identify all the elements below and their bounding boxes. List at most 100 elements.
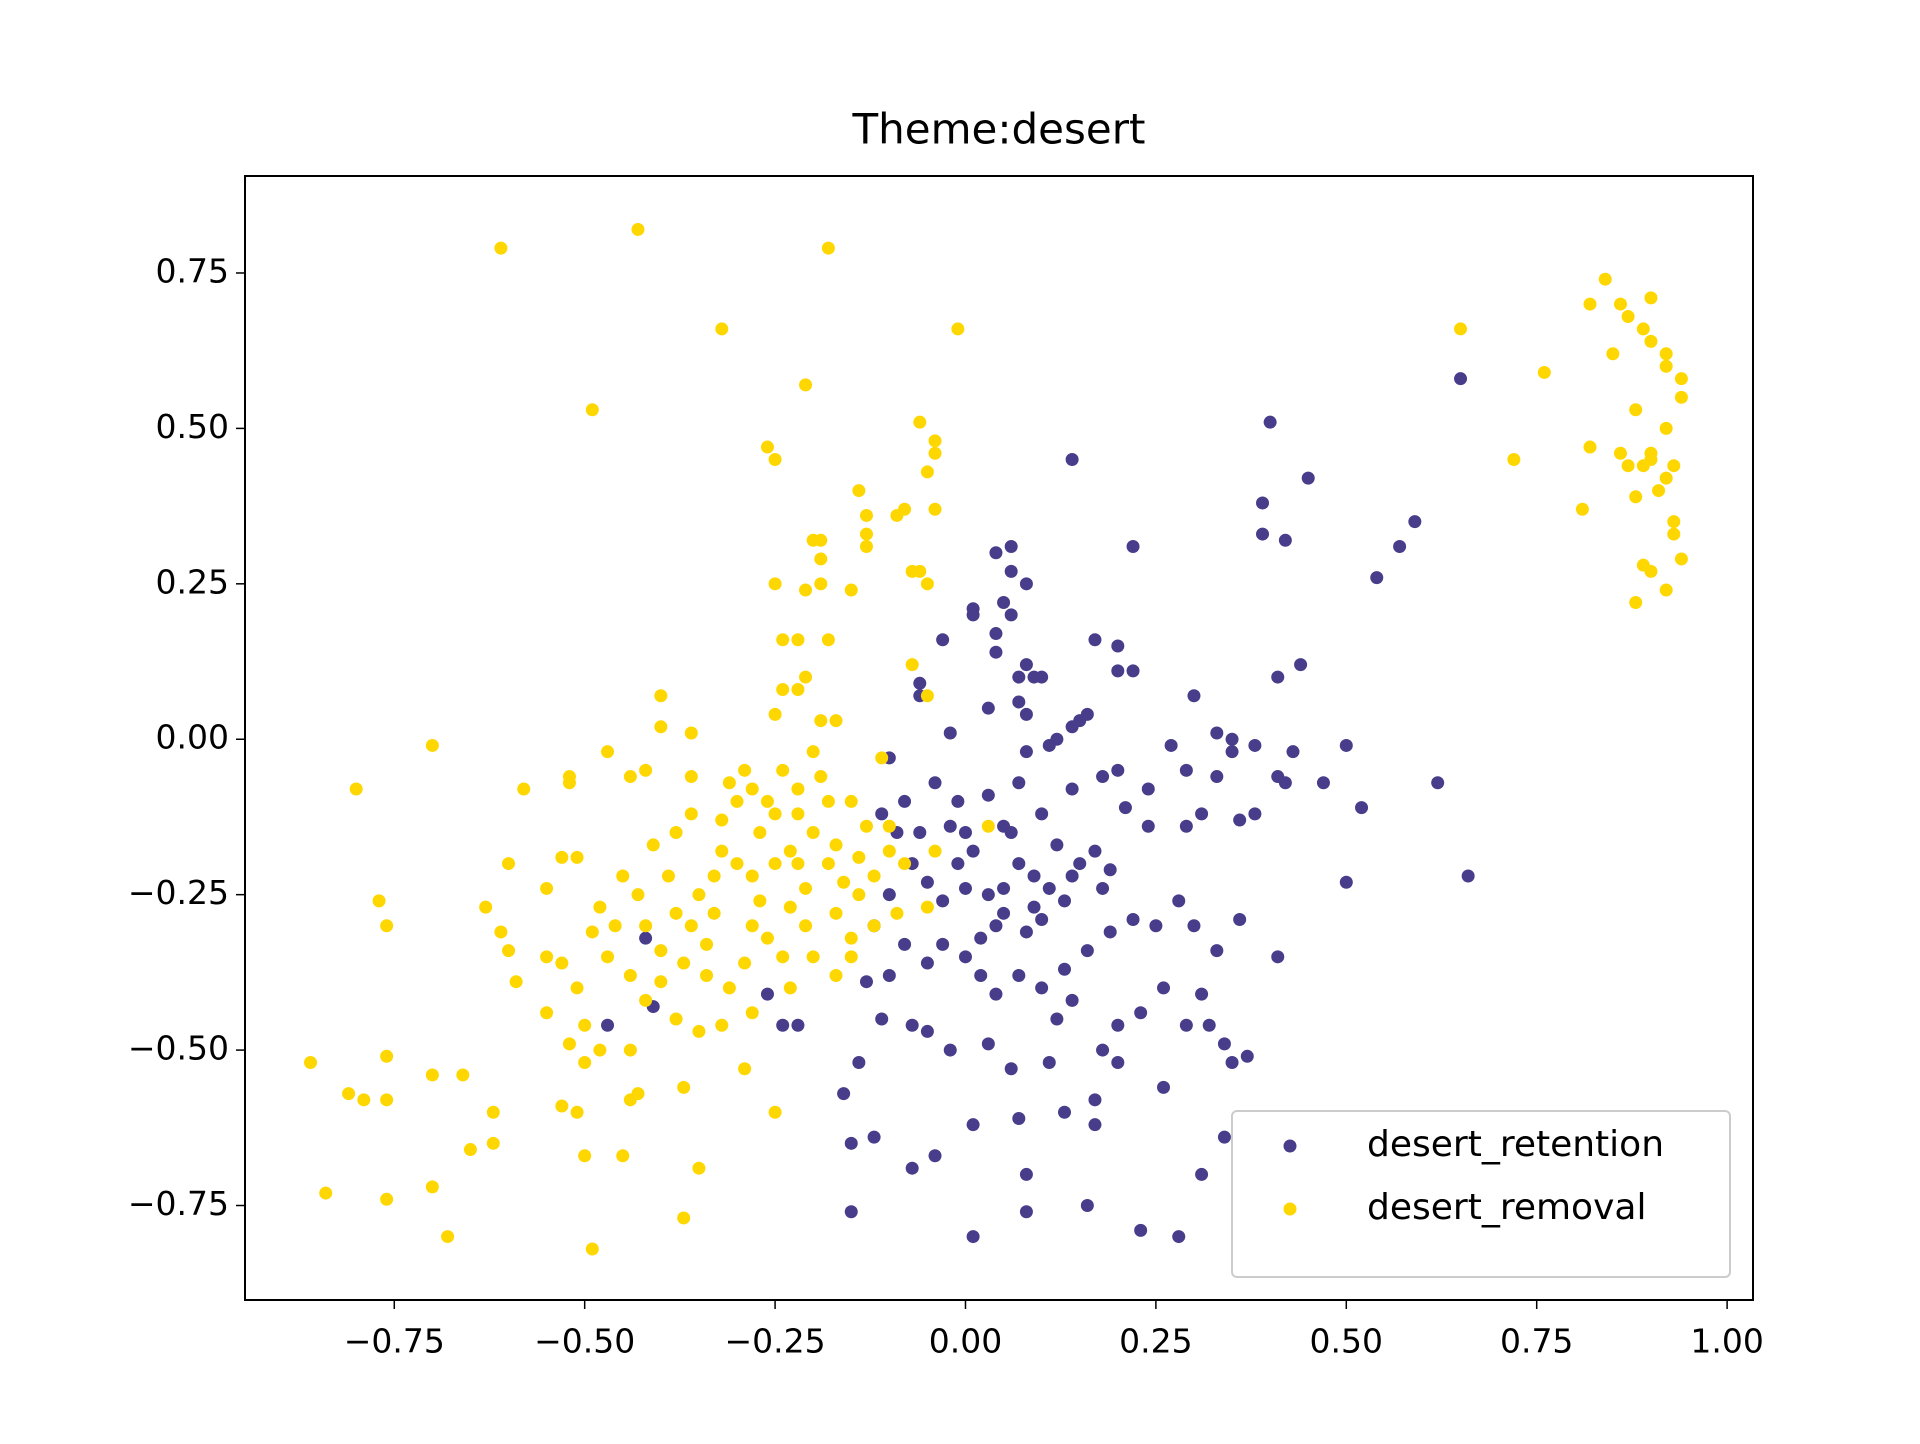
data-point	[981, 888, 995, 902]
data-point	[1134, 1006, 1148, 1020]
data-point	[928, 434, 942, 448]
data-point	[829, 906, 843, 920]
data-point	[768, 707, 782, 721]
data-point	[623, 770, 637, 784]
data-point	[1157, 1080, 1171, 1094]
data-point	[593, 1043, 607, 1057]
data-point	[1225, 732, 1239, 746]
data-point	[562, 776, 576, 790]
data-point	[1027, 900, 1041, 914]
data-point	[776, 950, 790, 964]
data-point	[1164, 738, 1178, 752]
data-point	[1629, 403, 1643, 417]
data-point	[958, 825, 972, 839]
data-point	[669, 825, 683, 839]
data-point	[1621, 459, 1635, 473]
data-point	[745, 1006, 759, 1020]
data-point	[1050, 838, 1064, 852]
data-point	[654, 720, 668, 734]
data-point	[684, 770, 698, 784]
data-point	[555, 956, 569, 970]
data-point	[799, 670, 813, 684]
data-point	[844, 950, 858, 964]
data-point	[997, 906, 1011, 920]
data-point	[1019, 925, 1033, 939]
data-point	[1096, 770, 1110, 784]
x-tick-label: −0.50	[534, 1322, 635, 1361]
data-point	[760, 794, 774, 808]
data-point	[814, 714, 828, 728]
data-point	[1126, 540, 1140, 554]
legend: desert_retention desert_removal	[1231, 1110, 1731, 1278]
data-point	[540, 950, 554, 964]
data-point	[1179, 763, 1193, 777]
data-point	[1248, 807, 1262, 821]
data-point	[920, 465, 934, 479]
data-point	[1019, 1167, 1033, 1181]
data-point	[1179, 819, 1193, 833]
data-point	[875, 1012, 889, 1026]
data-point	[966, 844, 980, 858]
data-point	[502, 857, 516, 871]
data-point	[821, 633, 835, 647]
data-point	[951, 322, 965, 336]
data-point	[639, 763, 653, 777]
data-point	[578, 1018, 592, 1032]
data-point	[1004, 1062, 1018, 1076]
data-point	[1629, 490, 1643, 504]
chart-title: Theme:desert	[852, 105, 1146, 154]
data-point	[821, 857, 835, 871]
data-point	[608, 919, 622, 933]
data-point	[1583, 440, 1597, 454]
data-point	[1057, 1105, 1071, 1119]
data-point	[928, 502, 942, 516]
data-point	[1217, 1130, 1231, 1144]
data-point	[1659, 471, 1673, 485]
data-point	[1057, 962, 1071, 976]
data-point	[357, 1093, 371, 1107]
data-point	[1027, 869, 1041, 883]
data-point	[882, 844, 896, 858]
data-point	[1111, 1018, 1125, 1032]
data-point	[1019, 1205, 1033, 1219]
y-tick-label: −0.50	[128, 1029, 229, 1068]
data-point	[859, 819, 873, 833]
data-point	[943, 819, 957, 833]
data-point	[380, 1049, 394, 1063]
data-point	[692, 1161, 706, 1175]
data-point	[920, 577, 934, 591]
data-point	[913, 415, 927, 429]
data-point	[601, 950, 615, 964]
data-point	[898, 857, 912, 871]
data-point	[1004, 825, 1018, 839]
data-point	[1118, 801, 1132, 815]
data-point	[684, 919, 698, 933]
data-point	[1316, 776, 1330, 790]
data-point	[1019, 658, 1033, 672]
data-point	[692, 1024, 706, 1038]
data-point	[715, 813, 729, 827]
data-point	[631, 222, 645, 236]
data-point	[1134, 1223, 1148, 1237]
y-tick-label: −0.25	[128, 873, 229, 912]
data-point	[913, 676, 927, 690]
data-point	[1598, 272, 1612, 286]
data-point	[1225, 745, 1239, 759]
data-point	[791, 633, 805, 647]
data-point	[882, 968, 896, 982]
data-point	[1629, 595, 1643, 609]
data-point	[715, 322, 729, 336]
y-tick-label: 0.50	[156, 407, 229, 446]
data-point	[928, 1149, 942, 1163]
data-point	[1537, 365, 1551, 379]
data-point	[1088, 1093, 1102, 1107]
data-point	[380, 1192, 394, 1206]
data-point	[1035, 670, 1049, 684]
data-point	[593, 900, 607, 914]
data-point	[776, 763, 790, 777]
data-point	[486, 1136, 500, 1150]
y-tick-label: 0.25	[156, 562, 229, 601]
data-point	[722, 981, 736, 995]
data-point	[936, 937, 950, 951]
